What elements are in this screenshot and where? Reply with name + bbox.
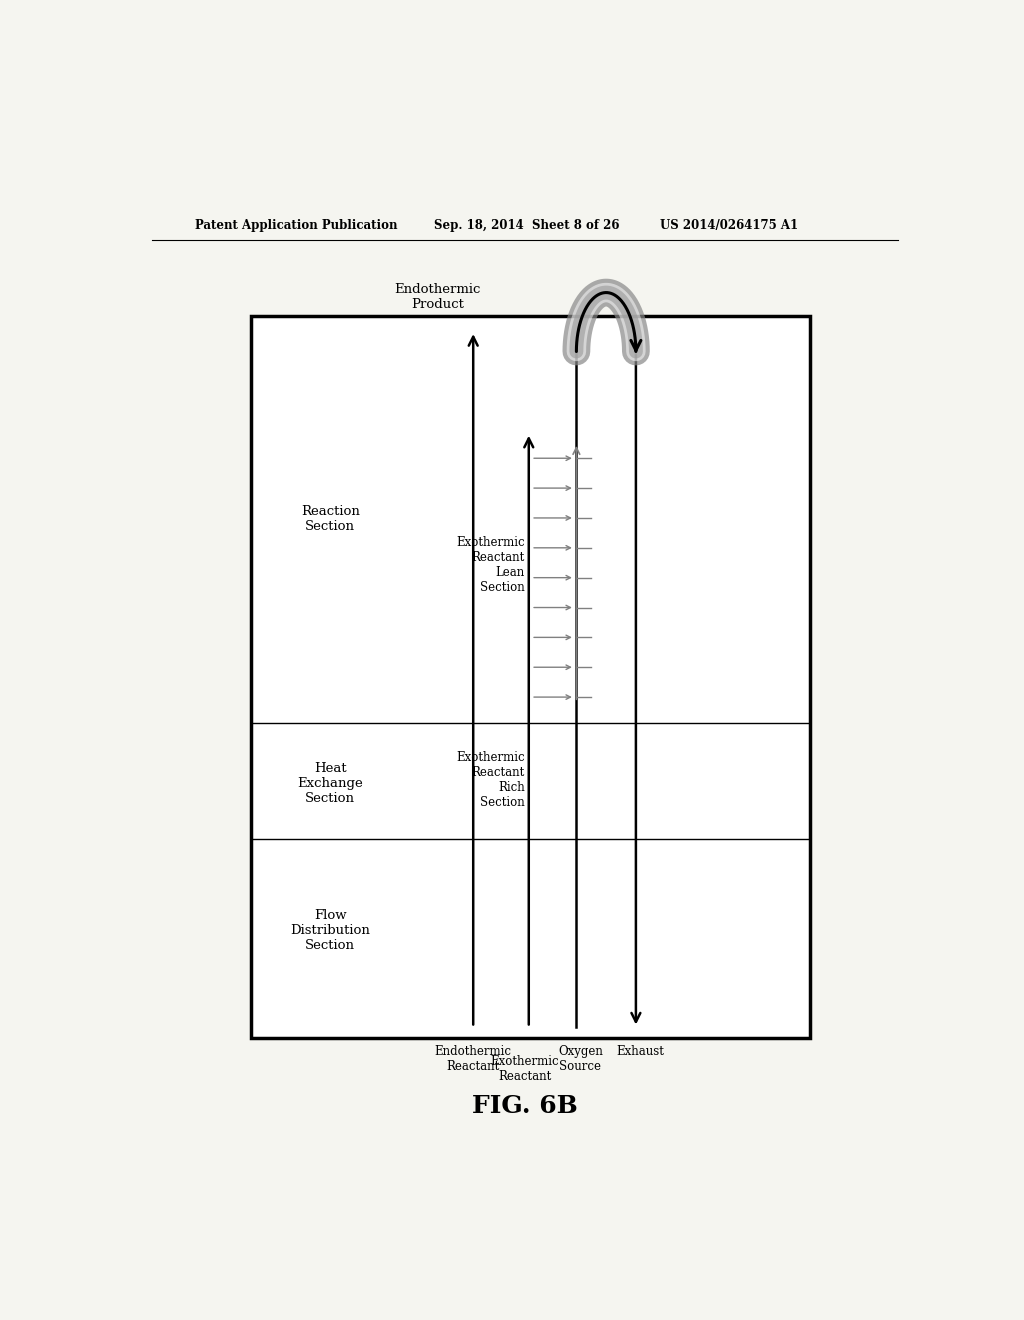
Text: Oxygen
Source: Oxygen Source <box>558 1044 603 1073</box>
Text: Flow
Distribution
Section: Flow Distribution Section <box>291 909 371 952</box>
Text: Patent Application Publication: Patent Application Publication <box>196 219 398 232</box>
Text: Endothermic
Product: Endothermic Product <box>394 282 480 312</box>
Text: Reaction
Section: Reaction Section <box>301 506 359 533</box>
Text: Exhaust: Exhaust <box>615 1044 664 1057</box>
Text: Sep. 18, 2014  Sheet 8 of 26: Sep. 18, 2014 Sheet 8 of 26 <box>433 219 620 232</box>
Text: Exothermic
Reactant: Exothermic Reactant <box>490 1055 559 1082</box>
Text: FIG. 6B: FIG. 6B <box>472 1094 578 1118</box>
Text: US 2014/0264175 A1: US 2014/0264175 A1 <box>659 219 798 232</box>
Text: Endothermic
Reactant: Endothermic Reactant <box>435 1044 512 1073</box>
Text: Exothermic
Reactant
Rich
Section: Exothermic Reactant Rich Section <box>456 751 524 809</box>
Bar <box>251 315 810 1038</box>
Text: Exothermic
Reactant
Lean
Section: Exothermic Reactant Lean Section <box>456 536 524 594</box>
Text: Heat
Exchange
Section: Heat Exchange Section <box>298 762 364 805</box>
